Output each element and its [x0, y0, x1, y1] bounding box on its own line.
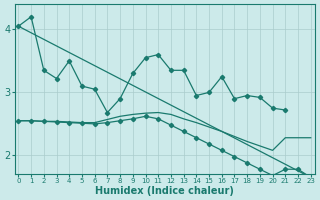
X-axis label: Humidex (Indice chaleur): Humidex (Indice chaleur): [95, 186, 234, 196]
